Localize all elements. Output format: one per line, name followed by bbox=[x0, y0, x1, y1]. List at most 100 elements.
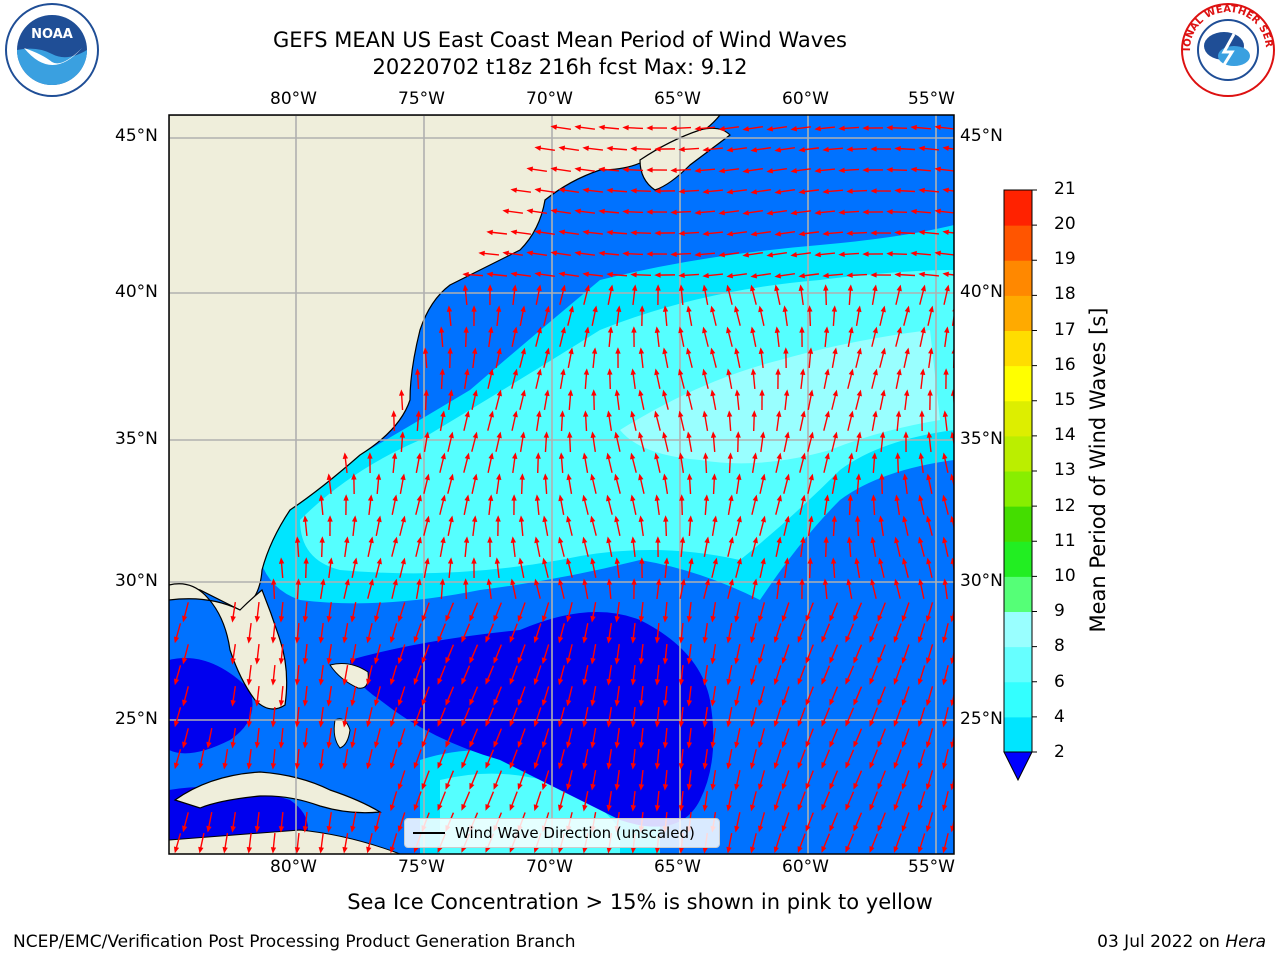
wave-arrow-head bbox=[320, 578, 326, 586]
wave-arrow-head bbox=[487, 284, 493, 291]
wave-arrow-head bbox=[942, 804, 948, 812]
wave-arrow-head bbox=[926, 515, 932, 523]
wave-arrow-head bbox=[757, 657, 764, 665]
wave-arrow-head bbox=[606, 145, 613, 152]
wave-arrow-head bbox=[582, 720, 588, 728]
wave-arrow-head bbox=[942, 762, 948, 770]
wave-arrow-head bbox=[832, 431, 838, 439]
wave-arrow-head bbox=[950, 473, 954, 481]
wave-arrow-head bbox=[558, 452, 565, 459]
wave-arrow-head bbox=[878, 557, 884, 565]
wave-arrow-head bbox=[270, 763, 277, 770]
wave-arrow-head bbox=[654, 721, 661, 728]
wave-arrow-head bbox=[822, 578, 829, 585]
wave-arrow-head bbox=[541, 783, 547, 791]
wave-arrow-head bbox=[726, 410, 733, 417]
wave-arrow-head bbox=[757, 825, 764, 833]
wave-arrow-head bbox=[350, 825, 356, 833]
wave-arrow-head bbox=[686, 658, 693, 665]
wave-arrow-head bbox=[805, 783, 811, 790]
wave-arrow-head bbox=[534, 187, 542, 193]
wave-arrow-head bbox=[774, 326, 781, 333]
wave-arrow-head bbox=[413, 678, 419, 686]
wave-arrow-head bbox=[808, 515, 814, 523]
wave-arrow-head bbox=[366, 636, 372, 644]
colorbar-label: 12 bbox=[1054, 496, 1076, 516]
wave-arrow-head bbox=[824, 452, 830, 460]
wave-arrow-head bbox=[520, 389, 526, 397]
wave-arrow-head bbox=[853, 824, 859, 832]
wave-arrow-head bbox=[173, 762, 180, 770]
wave-arrow-head bbox=[662, 305, 669, 312]
wave-arrow-head bbox=[805, 825, 811, 832]
wave-arrow-head bbox=[886, 251, 893, 257]
wave-arrow-head bbox=[926, 431, 933, 438]
colorbar-segment bbox=[1004, 681, 1032, 718]
wave-arrow-head bbox=[670, 125, 677, 131]
wave-arrow-head bbox=[487, 536, 493, 543]
wave-arrow-head bbox=[845, 635, 851, 643]
colorbar-segment bbox=[1004, 541, 1032, 577]
wave-arrow-head bbox=[821, 719, 827, 727]
wave-arrow-head bbox=[807, 557, 813, 564]
wave-arrow-head bbox=[173, 636, 180, 644]
wave-arrow-head bbox=[638, 431, 644, 439]
wave-arrow-head bbox=[270, 721, 277, 728]
wave-arrow-head bbox=[182, 741, 188, 749]
wave-arrow-head bbox=[376, 515, 382, 523]
wave-arrow-head bbox=[638, 473, 644, 481]
wave-arrow-head bbox=[728, 578, 734, 586]
wave-arrow-head bbox=[606, 720, 612, 728]
wave-arrow-head bbox=[440, 452, 446, 460]
wave-arrow-head bbox=[829, 740, 835, 748]
wave-arrow-head bbox=[808, 389, 814, 397]
wave-arrow-head bbox=[566, 657, 572, 665]
wave-arrow-head bbox=[846, 188, 853, 194]
wave-arrow-head bbox=[536, 326, 542, 334]
wave-arrow-head bbox=[942, 678, 948, 686]
wave-arrow-head bbox=[534, 271, 542, 277]
wave-arrow-head bbox=[758, 347, 765, 354]
wave-arrow-head bbox=[230, 657, 236, 665]
wave-arrow-head bbox=[582, 145, 589, 152]
wave-arrow-head bbox=[374, 615, 380, 623]
wave-arrow-head bbox=[471, 305, 477, 312]
wave-arrow-head bbox=[752, 536, 758, 544]
wave-arrow-head bbox=[590, 515, 596, 523]
colorbar-label: 13 bbox=[1054, 460, 1076, 480]
wave-arrow-head bbox=[869, 635, 875, 643]
wave-arrow-head bbox=[630, 272, 637, 278]
wave-arrow-head bbox=[560, 326, 566, 334]
wave-arrow-head bbox=[702, 636, 708, 644]
wave-arrow-head bbox=[877, 783, 883, 790]
wave-arrow-head bbox=[342, 720, 348, 728]
wave-arrow-head bbox=[424, 473, 430, 481]
wave-arrow-head bbox=[821, 677, 827, 685]
sea-ice-note: Sea Ice Concentration > 15% is shown in … bbox=[347, 890, 933, 914]
wave-arrow-head bbox=[781, 741, 787, 749]
wave-arrow-head bbox=[328, 557, 334, 564]
wave-arrow-head bbox=[790, 210, 798, 216]
wave-arrow-head bbox=[734, 615, 740, 623]
wave-arrow-head bbox=[751, 410, 757, 417]
wave-arrow-head bbox=[534, 536, 540, 544]
wave-arrow-head bbox=[718, 210, 725, 216]
wave-arrow-head bbox=[750, 368, 757, 375]
wave-arrow-head bbox=[734, 389, 741, 396]
wave-arrow-head bbox=[710, 783, 716, 791]
wave-arrow-head bbox=[800, 452, 806, 460]
wave-arrow-head bbox=[526, 250, 534, 256]
wave-arrow-head bbox=[773, 804, 779, 812]
wave-arrow-head bbox=[606, 271, 613, 278]
colorbar-segment bbox=[1004, 365, 1032, 402]
wave-arrow-head bbox=[606, 494, 612, 502]
wave-arrow-head bbox=[533, 720, 539, 728]
wave-arrow-head bbox=[694, 209, 701, 216]
wave-arrow-head bbox=[686, 347, 692, 355]
wave-arrow-head bbox=[703, 452, 709, 459]
wave-arrow-head bbox=[478, 250, 485, 257]
wave-arrow-head bbox=[784, 557, 790, 565]
wave-arrow-head bbox=[902, 557, 908, 565]
wave-arrow-head bbox=[895, 452, 901, 459]
wave-arrow-head bbox=[350, 657, 356, 665]
